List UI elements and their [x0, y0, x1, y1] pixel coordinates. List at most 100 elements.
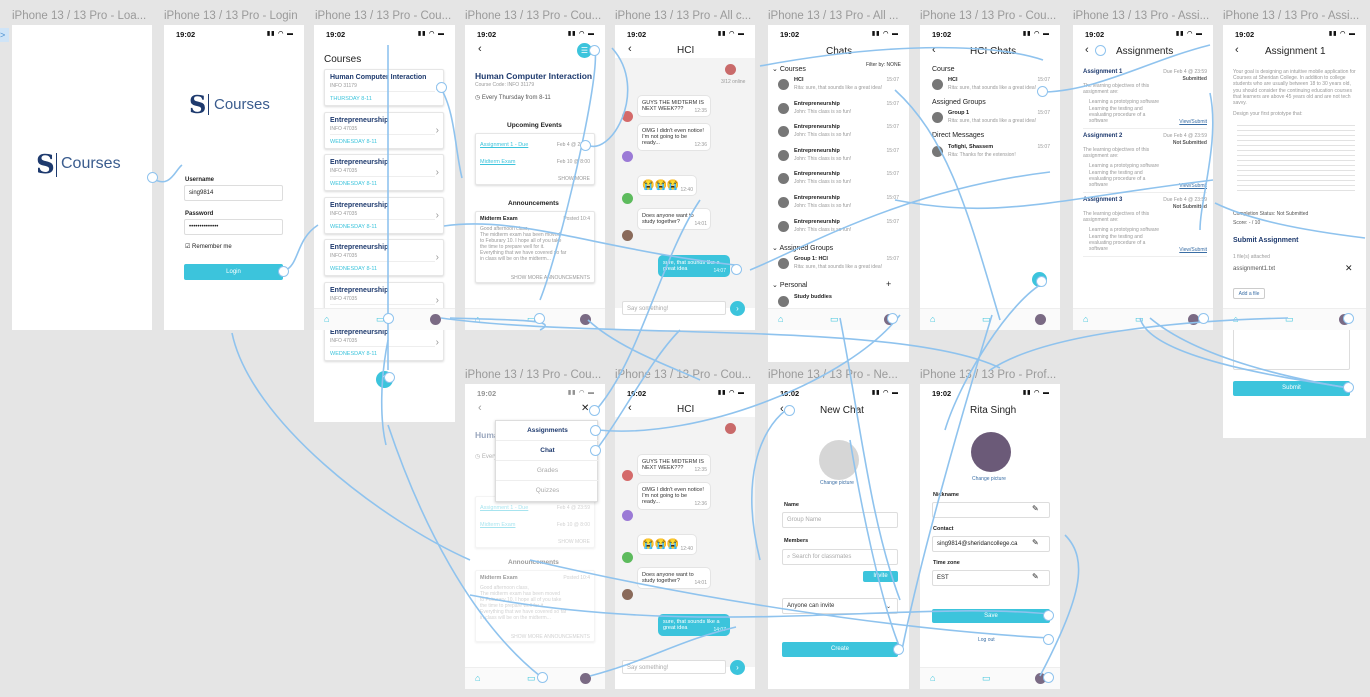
avatar[interactable] — [1035, 673, 1046, 684]
status-icons: ▮▮ ◠ ▬ — [1022, 31, 1050, 37]
chat-row[interactable]: Entrepreneurship John: This class is so … — [778, 123, 901, 145]
section-groups[interactable]: ⌄ Assigned Groups — [772, 245, 834, 252]
chat-row[interactable]: Group 1 Rita: sure, that sounds like a g… — [932, 109, 1052, 131]
back-icon[interactable]: ‹ — [932, 44, 936, 56]
edit-icon[interactable]: ✎ — [1032, 538, 1039, 547]
home-icon[interactable]: ⌂ — [1083, 314, 1089, 324]
remember-me-checkbox[interactable]: ☑ Remember me — [185, 244, 232, 250]
group-name-input[interactable]: Group Name — [782, 512, 898, 528]
comment-box[interactable] — [1233, 325, 1350, 370]
back-icon[interactable]: ‹ — [628, 402, 632, 414]
edit-icon[interactable]: ✎ — [1032, 572, 1039, 581]
username-field[interactable]: sing9814 — [184, 185, 283, 201]
home-icon[interactable]: ⌂ — [1233, 314, 1239, 324]
avatar[interactable] — [1035, 314, 1046, 325]
save-button[interactable]: Save — [932, 609, 1050, 623]
logout-link[interactable]: Log out — [978, 637, 995, 643]
course-card[interactable]: Entrepreneurship INFO 47035 WEDNESDAY 8-… — [324, 111, 444, 149]
menu-item-quizzes[interactable]: Quizzes — [535, 487, 560, 494]
message-input[interactable]: Say something! — [622, 660, 726, 674]
chat-icon[interactable]: ▭ — [982, 314, 991, 324]
back-icon[interactable]: ‹ — [628, 43, 632, 55]
chat-preview: John: This class is so fun! — [794, 179, 852, 186]
invite-button[interactable]: Invite — [863, 571, 898, 582]
section-courses[interactable]: ⌄ Courses — [772, 66, 806, 73]
chat-row[interactable]: HCI Rita: sure, that sounds like a great… — [932, 76, 1052, 98]
chat-row[interactable]: Entrepreneurship John: This class is so … — [778, 194, 901, 216]
link-anchor — [589, 45, 600, 56]
edit-icon[interactable]: ✎ — [1032, 504, 1039, 513]
chat-time: 15:07 — [886, 124, 899, 131]
course-card[interactable]: Entrepreneurship INFO 47035 WEDNESDAY 8-… — [324, 196, 444, 234]
chat-row[interactable]: Entrepreneurship John: This class is so … — [778, 100, 901, 122]
course-card[interactable]: Human Computer Interaction INFO 31179 TH… — [324, 69, 444, 106]
view-submit-link[interactable]: View/Submit — [1179, 247, 1207, 253]
chat-row[interactable]: Entrepreneurship John: This class is so … — [778, 170, 901, 192]
message-time: 14:01 — [694, 580, 707, 586]
back-icon[interactable]: ‹ — [1235, 44, 1239, 56]
show-more-announcements[interactable]: SHOW MORE ANNOUNCEMENTS — [510, 275, 590, 281]
add-chat-icon[interactable]: + — [886, 279, 892, 289]
chat-icon[interactable]: ▭ — [527, 673, 536, 683]
add-file-button[interactable]: Add a file — [1233, 288, 1265, 299]
chat-icon[interactable]: ▭ — [1135, 314, 1144, 324]
chat-row[interactable]: Entrepreneurship John: This class is so … — [778, 218, 901, 240]
frame-label: iPhone 13 / 13 Pro - Prof... — [920, 369, 1057, 381]
avatar[interactable] — [580, 314, 591, 325]
chevron-right-icon: › — [435, 167, 439, 178]
chat-row[interactable]: Group 1: HCI Rita: sure, that sounds lik… — [778, 255, 901, 277]
send-button[interactable]: › — [730, 660, 745, 675]
create-button[interactable]: Create — [782, 642, 898, 657]
menu-item-grades[interactable]: Grades — [536, 467, 559, 474]
course-card[interactable]: Entrepreneurship INFO 47035 WEDNESDAY 8-… — [324, 154, 444, 191]
chat-row[interactable]: Tofighi, Shassem Rita: Thanks for the ex… — [932, 143, 1052, 165]
message-input[interactable]: Say something! — [622, 301, 726, 315]
course-card[interactable]: Entrepreneurship INFO 47035 WEDNESDAY 8-… — [324, 239, 444, 276]
chat-row[interactable]: Entrepreneurship John: This class is so … — [778, 147, 901, 169]
remove-file-icon[interactable]: ✕ — [1345, 263, 1353, 273]
group-icon — [932, 79, 943, 90]
avatar[interactable] — [580, 673, 591, 684]
close-icon[interactable]: ✕ — [581, 403, 590, 414]
chat-icon[interactable]: ▭ — [376, 314, 385, 324]
login-button[interactable]: Login — [184, 264, 283, 280]
change-picture-link[interactable]: Change picture — [820, 480, 854, 486]
home-icon[interactable]: ⌂ — [930, 673, 936, 683]
submit-button[interactable]: Submit — [1233, 381, 1350, 396]
home-icon[interactable]: ⌂ — [475, 314, 481, 324]
home-icon[interactable]: ⌂ — [324, 314, 330, 324]
home-icon[interactable]: ⌂ — [778, 314, 784, 324]
password-field[interactable]: •••••••••••••• — [184, 219, 283, 235]
menu-item-chat[interactable]: Chat — [540, 447, 555, 454]
message-time: 14:07 — [713, 627, 726, 633]
avatar[interactable] — [430, 314, 441, 325]
send-button[interactable]: › — [730, 301, 745, 316]
view-submit-link[interactable]: View/Submit — [1179, 119, 1207, 125]
event-link[interactable]: Assignment 1 - Due — [480, 142, 529, 148]
chat-preview: John: This class is so fun! — [794, 226, 852, 233]
show-more-link[interactable]: SHOW MORE — [558, 176, 590, 182]
chat-time: 15:07 — [886, 195, 899, 201]
event-link[interactable]: Midterm Exam — [480, 159, 516, 165]
chat-icon[interactable]: ▭ — [830, 314, 839, 324]
section-personal[interactable]: ⌄ Personal — [772, 282, 808, 289]
course-code: INFO 47035 — [330, 125, 358, 132]
back-icon[interactable]: ‹ — [1085, 44, 1089, 56]
chat-row[interactable]: Study buddies — [778, 293, 901, 315]
filter-label[interactable]: Filter by: NONE — [865, 62, 901, 68]
home-icon[interactable]: ⌂ — [930, 314, 936, 324]
status-icons: ▮▮ ◠ ▬ — [1175, 31, 1203, 37]
play-icon[interactable]: > — [0, 28, 9, 42]
menu-item-assignments[interactable]: Assignments — [527, 427, 568, 434]
classmate-search[interactable]: ⌕ Search for classmates — [782, 549, 898, 565]
chat-icon[interactable]: ▭ — [982, 673, 991, 683]
view-submit-link[interactable]: View/Submit — [1179, 183, 1207, 189]
invite-permission-select[interactable]: Anyone can invite ⌄ — [782, 598, 898, 614]
chat-icon[interactable]: ▭ — [1285, 314, 1294, 324]
back-icon[interactable]: ‹ — [478, 43, 482, 55]
password-label: Password — [185, 211, 214, 217]
chat-row[interactable]: HCI Rita: sure, that sounds like a great… — [778, 76, 901, 98]
chat-name: HCI — [948, 77, 958, 83]
home-icon[interactable]: ⌂ — [475, 673, 481, 683]
change-picture-link[interactable]: Change picture — [972, 476, 1006, 482]
